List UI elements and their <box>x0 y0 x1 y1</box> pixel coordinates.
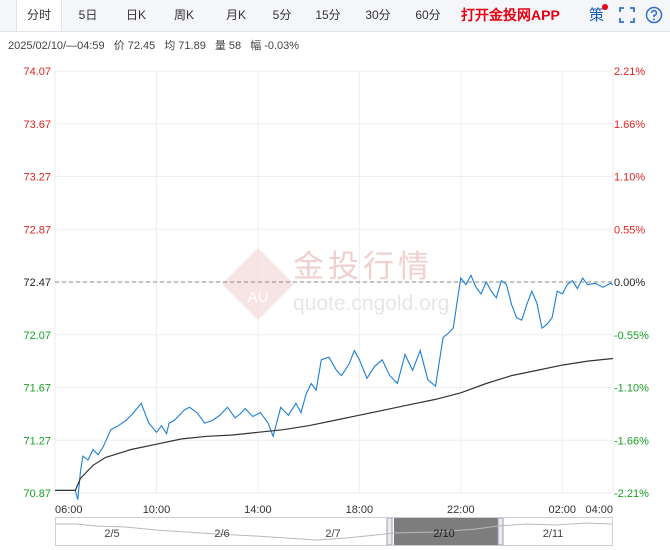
navigator-label-1[interactable]: 2/6 <box>214 528 229 540</box>
tab-1[interactable]: 5日 <box>78 8 98 22</box>
y-tick-left-6: 71.67 <box>23 383 51 395</box>
change-label: 幅 <box>250 40 262 52</box>
avg-value: 71.89 <box>178 40 206 52</box>
watermark-logo <box>222 248 294 320</box>
quote-info-bar: 2025/02/10/—04:59 价 72.45 均 71.89 量 58 幅 -0.… <box>8 37 305 53</box>
y-tick-right-0: 2.21% <box>614 66 645 78</box>
navigator-mini-line <box>56 522 613 541</box>
x-tick-1: 10:00 <box>143 504 171 516</box>
tab-7[interactable]: 30分 <box>365 8 391 22</box>
x-tick-4: 22:00 <box>447 504 475 516</box>
x-tick-2: 14:00 <box>244 504 272 516</box>
y-tick-left-4: 72.47 <box>23 277 51 289</box>
price-label: 价 <box>113 40 125 52</box>
tab-5[interactable]: 5分 <box>272 8 292 22</box>
series-average-line <box>55 357 614 491</box>
tab-2[interactable]: 日K <box>125 8 146 22</box>
open-app-link[interactable]: 打开金投网APP <box>461 7 560 23</box>
x-tick-5: 02:00 <box>549 504 577 516</box>
navigator-label-4[interactable]: 2/11 <box>543 528 564 540</box>
y-tick-left-3: 72.87 <box>23 224 51 236</box>
notification-dot <box>602 4 608 10</box>
y-tick-right-1: 1.66% <box>614 119 645 131</box>
tab-4[interactable]: 月K <box>225 8 246 22</box>
date-navigator[interactable]: 2/5 2/6 2/7 2/10 2/11 <box>55 517 613 546</box>
y-tick-right-8: -2.21% <box>614 488 649 500</box>
fullscreen-icon[interactable] <box>618 6 636 24</box>
volume-value: 58 <box>228 40 242 52</box>
y-tick-left-8: 70.87 <box>23 488 51 500</box>
x-tick-3: 18:00 <box>346 504 374 516</box>
y-tick-left-2: 73.27 <box>23 172 51 184</box>
period-toolbar: 分时 5日 日K 周K 月K 5分 15分 30分 60分 打开金投网APP 策 <box>0 0 670 32</box>
series-price-line <box>55 274 614 500</box>
navigator-label-2[interactable]: 2/7 <box>325 528 340 540</box>
tab-6[interactable]: 15分 <box>315 8 341 22</box>
strategy-button[interactable]: 策 <box>589 0 608 31</box>
y-tick-left-1: 73.67 <box>23 119 51 131</box>
tab-3[interactable]: 周K <box>173 8 194 22</box>
navigator-handle-left <box>386 517 393 546</box>
question-icon[interactable] <box>645 6 663 24</box>
y-tick-right-2: 1.10% <box>614 172 645 184</box>
y-tick-right-3: 0.55% <box>614 224 645 236</box>
tab-8[interactable]: 60分 <box>415 8 441 22</box>
y-tick-right-5: -0.55% <box>614 330 649 342</box>
watermark-site: quote.cngold.org <box>293 292 449 315</box>
volume-label: 量 <box>214 40 226 52</box>
intraday-chart[interactable]: AU 金投行情 quote.cngold.org 74.07 2.21% 73.67 1.6… <box>0 0 670 516</box>
x-tick-6: 04:00 <box>585 504 613 516</box>
y-tick-left-0: 74.07 <box>23 66 51 78</box>
navigator-handle-right <box>497 517 504 546</box>
change-value: -0.03% <box>264 40 300 52</box>
watermark-logo-text: AU <box>248 289 269 306</box>
x-tick-0: 06:00 <box>55 504 83 516</box>
navigator-label-3[interactable]: 2/10 <box>433 528 454 540</box>
tab-0[interactable]: 分时 <box>16 0 62 31</box>
y-tick-left-7: 71.27 <box>23 435 51 447</box>
y-tick-left-5: 72.07 <box>23 330 51 342</box>
avg-label: 均 <box>164 40 176 52</box>
navigator-label-0[interactable]: 2/5 <box>104 528 119 540</box>
navigator-strip[interactable]: 2/5 2/6 2/7 2/10 2/11 <box>56 517 613 546</box>
info-datetime: 2025/02/10/—04:59 <box>8 40 105 52</box>
watermark-brand: 金投行情 <box>293 249 433 285</box>
y-tick-right-7: -1.66% <box>614 435 649 447</box>
y-tick-right-4: 0.00% <box>614 277 645 289</box>
price-value: 72.45 <box>127 40 156 52</box>
strategy-label: 策 <box>589 7 605 24</box>
y-tick-right-6: -1.10% <box>614 383 649 395</box>
